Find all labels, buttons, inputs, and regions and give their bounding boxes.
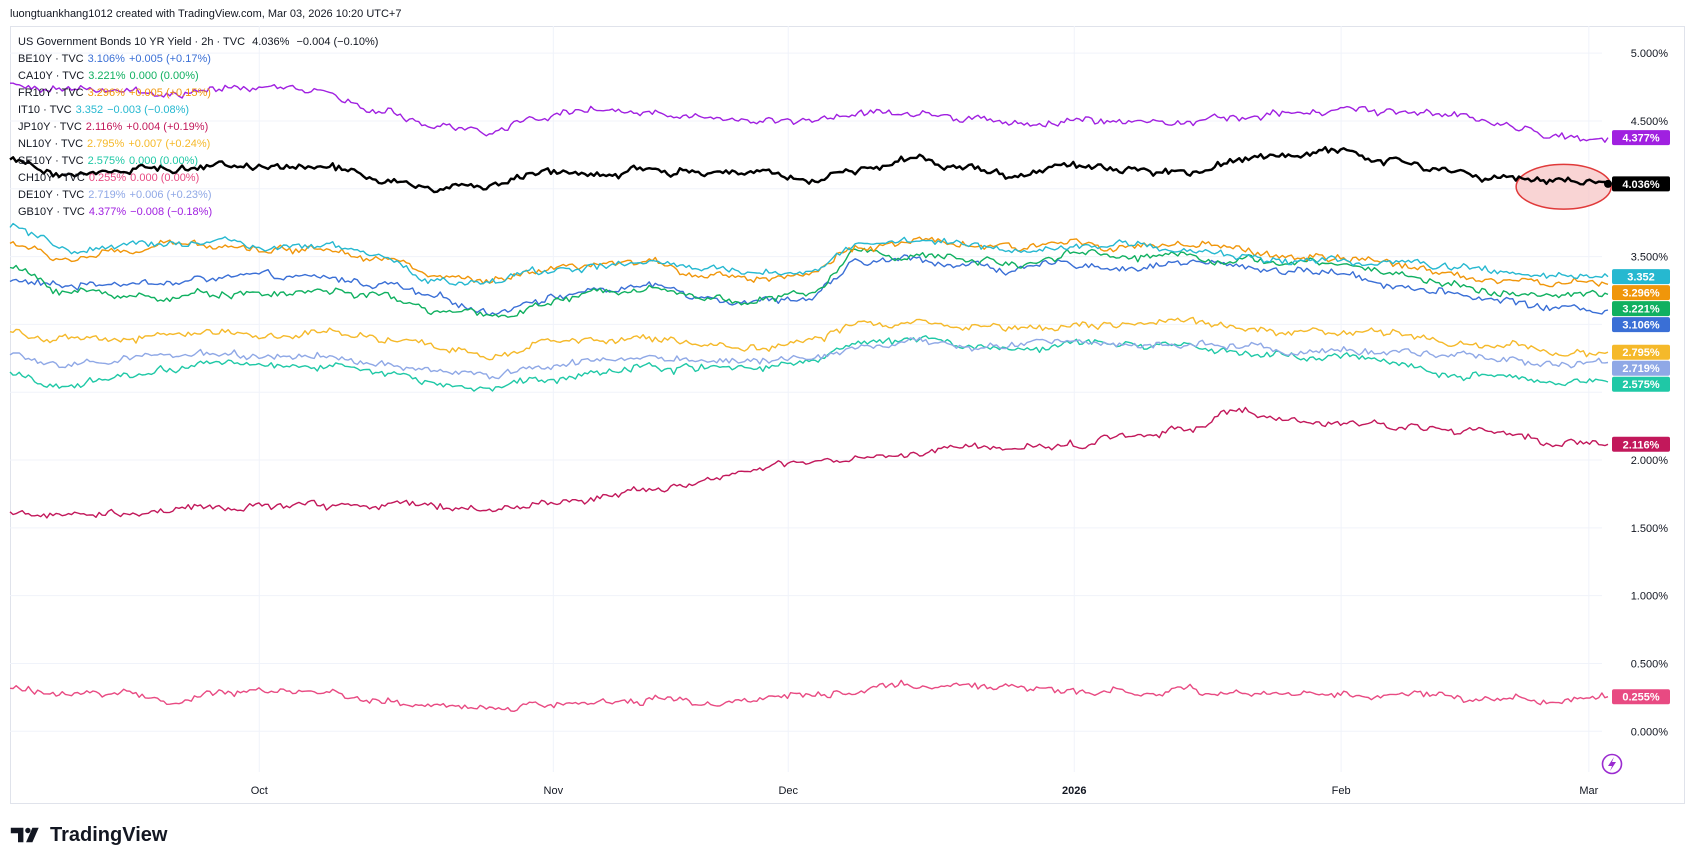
price-label-ch10y[interactable]: 0.255% <box>1612 689 1670 705</box>
tradingview-brand-text: TradingView <box>50 823 168 846</box>
highlight-ellipse[interactable] <box>1515 163 1612 210</box>
series-line-be10y[interactable] <box>9 254 1609 316</box>
y-tick-label: 5.000% <box>1631 48 1669 60</box>
x-tick-label: Nov <box>544 785 564 797</box>
y-tick-label: 0.500% <box>1631 658 1669 670</box>
tradingview-logo-icon <box>10 827 39 843</box>
highlight-annotation <box>1515 163 1612 210</box>
reset-view-button[interactable] <box>1601 753 1623 775</box>
grid-lines <box>10 26 1602 772</box>
series-line-jp10y[interactable] <box>9 406 1609 519</box>
y-tick-label: 0.000% <box>1631 726 1669 738</box>
y-tick-label: 1.000% <box>1631 591 1669 603</box>
price-label-text: 0.255% <box>1622 692 1660 704</box>
x-tick-label: Mar <box>1579 785 1598 797</box>
y-tick-label: 2.000% <box>1631 455 1669 467</box>
price-label-us10y[interactable]: 4.036% <box>1612 176 1670 192</box>
price-labels: 4.377% 4.036% 3.352 3.296% 3.221% 3.106% 2.795… <box>1612 130 1670 705</box>
series-line-ca10y[interactable] <box>9 247 1609 318</box>
price-label-se10y[interactable]: 2.575% <box>1612 376 1670 392</box>
series-line-it10[interactable] <box>9 222 1609 286</box>
price-label-nl10y[interactable]: 2.795% <box>1612 344 1670 360</box>
price-label-ca10y[interactable]: 3.221% <box>1612 301 1670 317</box>
price-label-text: 3.296% <box>1622 288 1660 300</box>
y-tick-label: 1.500% <box>1631 523 1669 535</box>
price-label-text: 4.377% <box>1622 133 1660 145</box>
y-tick-label: 3.500% <box>1631 252 1669 264</box>
y-axis: 0.000% 0.500% 1.000% 1.500% 2.000% 3.500% 4.50… <box>1631 48 1669 738</box>
last-price-dot <box>1604 179 1612 188</box>
price-label-it10[interactable]: 3.352 <box>1612 269 1670 285</box>
price-label-text: 2.719% <box>1622 363 1660 375</box>
price-label-text: 2.116% <box>1623 439 1660 451</box>
x-tick-label: Oct <box>251 785 268 797</box>
price-label-gb10y[interactable]: 4.377% <box>1612 130 1670 146</box>
price-label-fr10y[interactable]: 3.296% <box>1612 285 1670 301</box>
price-label-be10y[interactable]: 3.106% <box>1612 317 1670 333</box>
price-label-jp10y[interactable]: 2.116% <box>1612 436 1670 452</box>
attribution-text: luongtuankhang1012 created with TradingV… <box>10 8 402 20</box>
series-line-nl10y[interactable] <box>9 316 1609 361</box>
x-axis: Oct Nov Dec 2026 Feb Mar <box>251 785 1599 797</box>
series-line-fr10y[interactable] <box>9 236 1609 288</box>
tradingview-logo[interactable]: TradingView <box>10 824 167 846</box>
price-label-text: 3.106% <box>1622 320 1660 332</box>
series-lines <box>9 82 1612 712</box>
price-label-de10y[interactable]: 2.719% <box>1612 360 1670 376</box>
series-line-de10y[interactable] <box>9 336 1609 380</box>
series-line-gb10y[interactable] <box>10 82 1609 143</box>
series-line-se10y[interactable] <box>9 335 1609 392</box>
y-tick-label: 4.500% <box>1631 116 1669 128</box>
chart-frame <box>10 26 1685 804</box>
series-line-ch10y[interactable] <box>9 679 1609 712</box>
price-label-text: 3.221% <box>1622 304 1660 316</box>
price-label-text: 4.036% <box>1622 179 1660 191</box>
price-label-text: 2.795% <box>1622 347 1660 359</box>
x-tick-label: Dec <box>778 785 798 797</box>
series-line-us10y[interactable] <box>9 145 1609 194</box>
x-tick-label: 2026 <box>1062 785 1086 797</box>
price-label-text: 2.575% <box>1622 379 1660 391</box>
x-tick-label: Feb <box>1332 785 1351 797</box>
price-label-text: 3.352 <box>1627 272 1655 284</box>
